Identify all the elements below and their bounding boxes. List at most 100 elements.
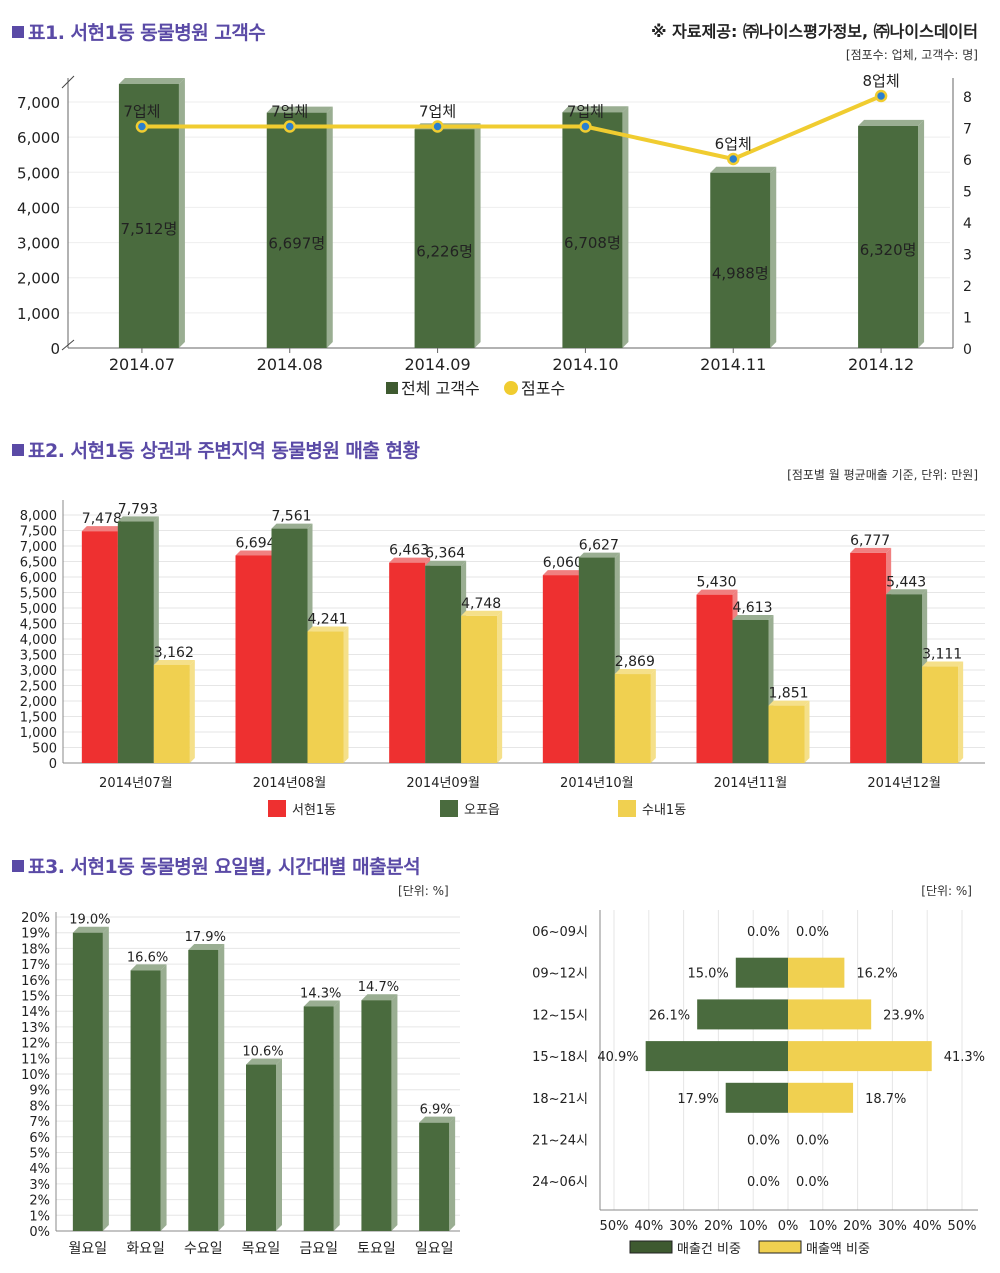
bar-value-label: 1,851: [768, 686, 808, 702]
sales-bar-2-front: [922, 666, 959, 763]
sales-bar-2: [461, 610, 503, 763]
y-tick-label: 6,500: [20, 556, 57, 571]
sales-comparison-chart: 05001,0001,5002,0002,5003,0003,5004,0004…: [20, 500, 985, 818]
bar-value-label: 14.7%: [358, 980, 399, 995]
bar-value-label: 6,320명: [860, 241, 917, 259]
sales-bar-1-top: [117, 516, 159, 522]
y-tick-label: 7,000: [17, 94, 60, 112]
amount-share-bar: [788, 1082, 854, 1113]
y-tick-label: 3,000: [20, 664, 57, 679]
legend-label: 오포읍: [464, 803, 500, 818]
y2-tick-label: 2: [963, 279, 972, 295]
y-tick-label: 1,000: [17, 305, 60, 323]
sales-bar-2-side: [804, 700, 810, 763]
y2-tick-label: 8: [963, 90, 972, 106]
sales-bar-2-top: [614, 669, 656, 675]
bar-value-label: 6,777: [850, 533, 890, 549]
amount-share-label: 0.0%: [796, 1175, 829, 1190]
bar-value-label: 16.6%: [127, 950, 168, 965]
customer-bar-top: [266, 106, 333, 113]
y-tick-label: 2,000: [20, 695, 57, 710]
chart4-unit-note: [단위: %]: [921, 884, 972, 898]
bar-value-label: 6,226명: [416, 243, 473, 261]
x-tick-label: 2014.07: [109, 355, 175, 374]
x-tick-label: 금요일: [299, 1241, 338, 1257]
store-count-label: 8업체: [863, 72, 900, 90]
sales-bar-2: [768, 700, 810, 763]
weekday-bar-front: [303, 1006, 334, 1231]
bar-value-label: 6,708명: [564, 234, 621, 252]
bar-value-label: 7,512명: [121, 220, 178, 238]
bar-value-label: 7,478: [82, 511, 122, 527]
y-tick-label: 4,000: [17, 199, 60, 217]
sales-bar-1: [732, 614, 774, 763]
x-tick-label: 2014년10월: [560, 776, 634, 791]
x-tick-label: 2014.09: [404, 355, 470, 374]
chart3-unit-note: [단위: %]: [398, 884, 449, 898]
x-tick-label: 2014년08월: [253, 776, 327, 791]
customer-bar: [562, 106, 629, 348]
bar-value-label: 6,463: [389, 543, 429, 559]
x-tick-label: 10%: [808, 1219, 837, 1234]
sales-bar-0-front: [696, 594, 733, 763]
chart2-unit-note: [점포별 월 평균매출 기준, 단위: 만원]: [787, 468, 978, 482]
amount-share-label: 0.0%: [796, 1134, 829, 1149]
customer-bar-side: [770, 166, 777, 348]
sales-bar-1-front: [117, 521, 154, 763]
y-tick-label: 3,500: [20, 649, 57, 664]
y-tick-label: 7,500: [20, 525, 57, 540]
sales-bar-2: [153, 659, 195, 763]
x-tick-label: 20%: [843, 1219, 872, 1234]
legend-label: 수내1동: [642, 803, 686, 818]
legend-label: 매출액 비중: [806, 1242, 870, 1257]
count-share-label: 0.0%: [747, 1175, 780, 1190]
y-tick-label: 5,000: [20, 602, 57, 617]
x-tick-label: 화요일: [126, 1241, 165, 1257]
store-count-point: [283, 120, 296, 133]
x-tick-label: 40%: [634, 1219, 663, 1234]
customer-bar: [266, 106, 333, 348]
weekday-bar-top: [188, 943, 225, 950]
y-tick-label: 0%: [29, 1225, 50, 1240]
count-share-label: 40.9%: [597, 1050, 638, 1065]
customer-bar-top: [710, 166, 777, 173]
axis-break-mark: [61, 339, 75, 351]
store-count-label: 7업체: [419, 103, 456, 121]
amount-share-bar: [788, 1041, 932, 1072]
count-share-label: 26.1%: [649, 1008, 690, 1023]
y-tick-label: 3,000: [17, 235, 60, 253]
y-tick-label: 14%: [21, 1005, 50, 1020]
bar-value-label: 5,430: [696, 575, 736, 591]
x-tick-label: 50%: [600, 1219, 629, 1234]
customer-bar-front: [562, 112, 623, 348]
sales-bar-2-top: [307, 626, 349, 632]
x-tick-label: 20%: [704, 1219, 733, 1234]
bar-value-label: 4,748: [461, 596, 501, 612]
weekday-bar-front: [419, 1122, 450, 1231]
data-source: ※ 자료제공: ㈜나이스평가정보, ㈜나이스데이터: [651, 22, 978, 41]
y-tick-label: 6%: [29, 1131, 50, 1146]
y-tick-label: 8%: [29, 1099, 50, 1114]
sales-bar-2-side: [650, 669, 656, 763]
weekday-bar: [246, 1058, 282, 1231]
y-tick-label: 4,500: [20, 618, 57, 633]
x-tick-label: 50%: [948, 1219, 977, 1234]
count-share-bar: [735, 957, 788, 988]
amount-share-bar: [788, 999, 872, 1030]
y-tick-label: 2%: [29, 1194, 50, 1209]
sales-bar-2-front: [614, 674, 651, 763]
y-tick-label: 12~15시: [532, 1008, 588, 1023]
weekday-bar: [303, 1000, 340, 1231]
customer-bar-front: [710, 172, 771, 348]
chart3-title: 표3. 서현1동 동물병원 요일별, 시간대별 매출분석: [12, 852, 421, 879]
y-tick-label: 4,000: [20, 633, 57, 648]
sales-bar-2-front: [153, 664, 190, 763]
bar-value-label: 6,364: [425, 546, 465, 562]
store-count-label: 7업체: [271, 103, 308, 121]
y-tick-label: 15~18시: [532, 1050, 588, 1065]
y-tick-label: 16%: [21, 974, 50, 989]
sales-bar-0-top: [235, 550, 277, 556]
y-tick-label: 500: [32, 742, 57, 757]
sales-bar-0-top: [542, 570, 584, 576]
